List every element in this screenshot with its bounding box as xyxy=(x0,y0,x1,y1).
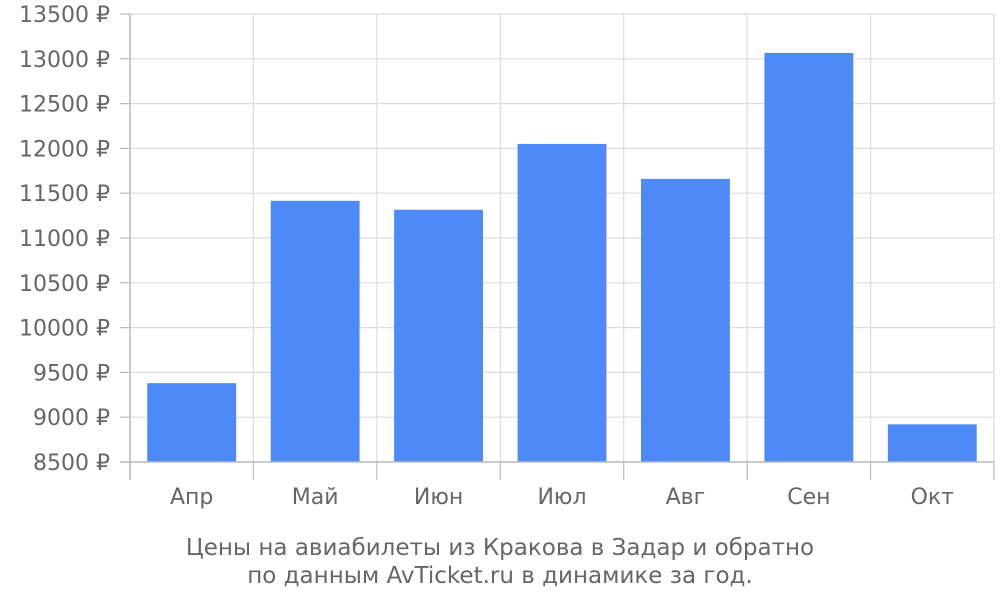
y-tick-label: 12500 ₽ xyxy=(19,93,110,118)
x-tick-label: Сен xyxy=(787,485,830,510)
y-tick-label: 13500 ₽ xyxy=(19,3,110,28)
x-tick-label: Май xyxy=(292,485,339,510)
x-tick-label: Авг xyxy=(666,485,706,510)
y-tick-label: 8500 ₽ xyxy=(33,451,110,476)
labels: 13500 ₽ 13000 ₽ 12500 ₽ 12000 ₽ 11500 ₽ 11000… xyxy=(19,3,954,510)
y-tick-label: 10000 ₽ xyxy=(19,317,110,342)
bars xyxy=(147,52,977,463)
y-tick-label: 12000 ₽ xyxy=(19,137,110,162)
chart-caption-line-2: по данным AvTicket.ru в динамике за год. xyxy=(247,563,753,589)
x-tick-label: Окт xyxy=(911,485,955,510)
y-tick-label: 9500 ₽ xyxy=(33,361,110,386)
y-tick-label: 9000 ₽ xyxy=(33,406,110,431)
x-tick-label: Апр xyxy=(170,485,213,510)
y-tick-label: 13000 ₽ xyxy=(19,48,110,73)
y-tick-label: 10500 ₽ xyxy=(19,272,110,297)
bar-7 xyxy=(887,424,977,462)
chart-caption-line-1: Цены на авиабилеты из Кракова в Задар и … xyxy=(185,535,815,561)
y-tick-label: 11500 ₽ xyxy=(19,182,110,207)
bar-3 xyxy=(394,209,484,462)
x-tick-label: Июн xyxy=(414,485,463,510)
bar-4 xyxy=(517,143,607,463)
y-tick-label: 11000 ₽ xyxy=(19,227,110,252)
axes xyxy=(120,13,995,480)
x-tick-label: Июл xyxy=(537,485,586,510)
bar-5 xyxy=(640,178,730,462)
bar-6 xyxy=(764,52,854,462)
bar-1 xyxy=(147,383,237,462)
bar-2 xyxy=(270,200,360,463)
